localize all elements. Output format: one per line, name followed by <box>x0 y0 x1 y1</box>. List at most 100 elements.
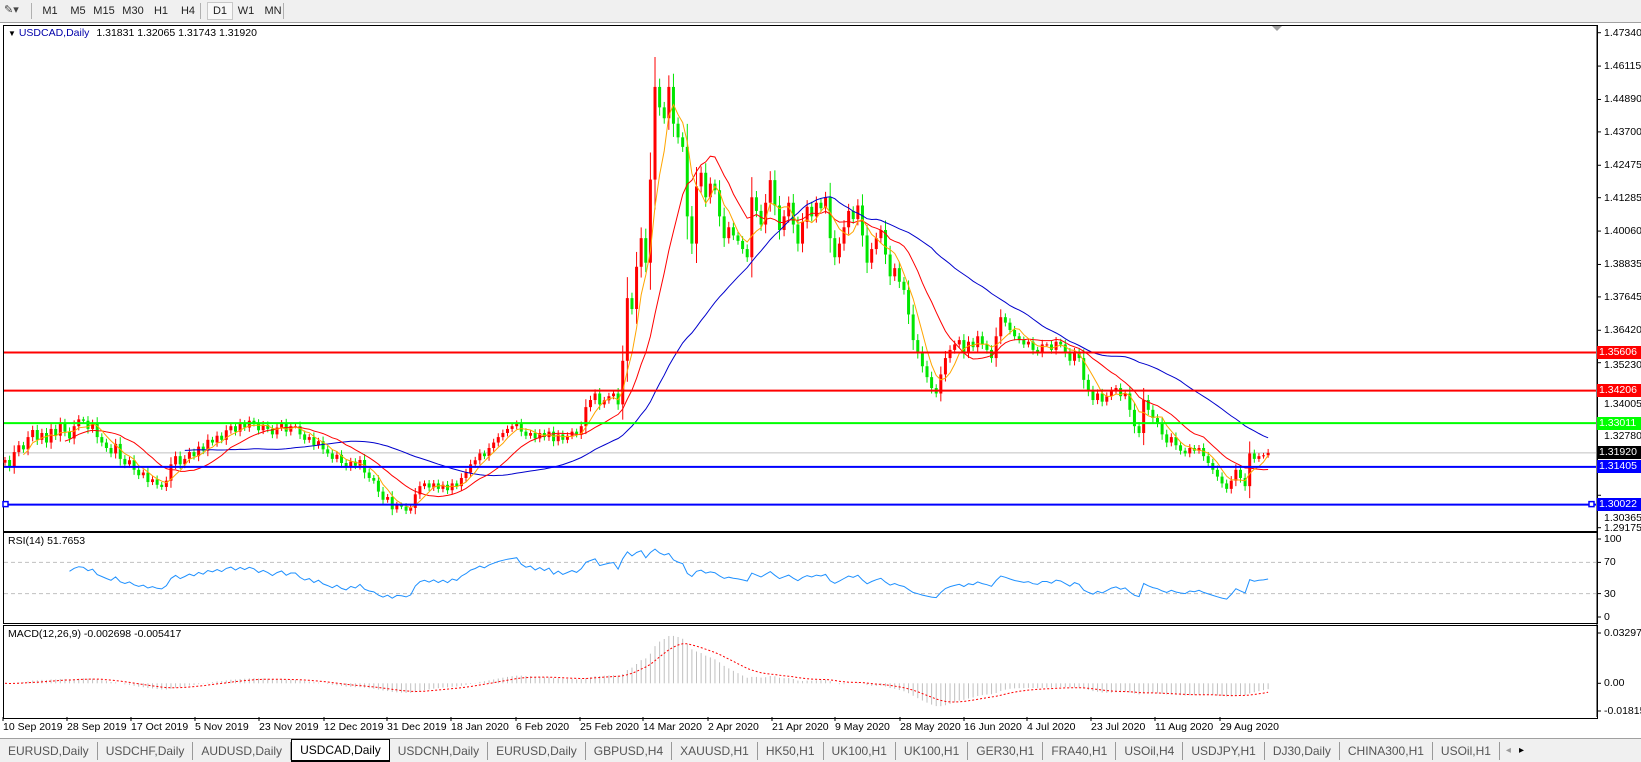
chart-tab[interactable]: UK100,H1 <box>824 741 896 760</box>
bear-candle <box>644 238 648 263</box>
bear-candle <box>916 340 920 353</box>
chart-tab[interactable]: DJ30,Daily <box>1265 741 1340 760</box>
bull-candle <box>141 472 145 476</box>
price-axis-label: 1.42475 <box>1604 159 1641 172</box>
chart-canvas[interactable] <box>0 0 1641 738</box>
bull-candle <box>870 249 874 263</box>
bear-candle <box>1003 317 1007 323</box>
bear-candle <box>828 197 832 239</box>
chart-tab[interactable]: HK50,H1 <box>758 741 824 760</box>
timeframe-button-m5[interactable]: M5 <box>70 5 86 17</box>
bull-candle <box>1188 447 1192 454</box>
bear-candle <box>925 366 929 378</box>
bull-candle <box>874 238 878 250</box>
moving-average-fast <box>23 103 1269 509</box>
chart-shift-marker-icon[interactable] <box>1272 26 1282 31</box>
macd-panel[interactable] <box>3 625 1598 719</box>
bull-candle <box>842 227 846 244</box>
price-axis-label: 1.41285 <box>1604 191 1641 204</box>
bull-candle <box>464 472 468 478</box>
bull-candle <box>358 459 362 466</box>
bear-candle <box>132 460 136 470</box>
bear-candle <box>266 424 270 429</box>
bear-candle <box>326 449 330 454</box>
chart-tab[interactable]: USOil,H4 <box>1116 741 1184 760</box>
bear-candle <box>662 107 666 119</box>
bull-candle <box>939 374 943 394</box>
bull-candle <box>787 202 791 217</box>
bear-candle <box>962 340 966 353</box>
bull-candle <box>607 396 611 401</box>
bear-candle <box>1137 426 1141 434</box>
bull-candle <box>635 266 639 310</box>
bear-candle <box>533 433 537 439</box>
timeframe-button-m15[interactable]: M15 <box>93 5 115 17</box>
bull-candle <box>1054 341 1058 350</box>
chart-tab[interactable]: GER30,H1 <box>968 741 1044 760</box>
chart-tab[interactable]: XAUUSD,H1 <box>672 741 758 760</box>
bull-candle <box>708 183 712 198</box>
bear-candle <box>427 483 431 488</box>
bear-candle <box>344 462 348 468</box>
tab-scroll-right-icon[interactable]: ▸ <box>1518 745 1524 756</box>
chart-tab[interactable]: USDCHF,Daily <box>98 741 194 760</box>
bear-candle <box>192 452 196 457</box>
bull-candle <box>91 423 95 429</box>
chart-tab[interactable]: FRA40,H1 <box>1043 741 1117 760</box>
price-level-tag[interactable]: 1.34206 <box>1597 384 1641 398</box>
line-tools-icon[interactable]: ✎▾ <box>4 4 19 16</box>
bull-candle <box>423 483 427 487</box>
bull-candle <box>639 238 643 267</box>
timeframe-button-h1[interactable]: H1 <box>153 5 169 17</box>
chart-tab[interactable]: EURUSD,Daily <box>0 741 98 760</box>
price-level-tag[interactable]: 1.30022 <box>1597 498 1641 512</box>
bull-candle <box>496 437 500 443</box>
bull-candle <box>31 430 35 438</box>
rsi-panel[interactable] <box>3 532 1598 624</box>
timeframe-button-w1[interactable]: W1 <box>237 5 255 17</box>
bear-candle <box>381 491 385 500</box>
timeframe-button-mn[interactable]: MN <box>264 5 282 17</box>
bear-candle <box>155 479 159 485</box>
chart-tab[interactable]: GBPUSD,H4 <box>586 741 673 760</box>
timeframe-button-h4[interactable]: H4 <box>180 5 196 17</box>
collapse-triangle-icon[interactable]: ▼ <box>8 29 16 38</box>
bear-candle <box>902 281 906 290</box>
time-axis-label: 2 Apr 2020 <box>708 721 759 733</box>
bull-candle <box>1026 341 1030 345</box>
chart-tab[interactable]: UK100,H1 <box>896 741 969 760</box>
bull-candle <box>450 483 454 491</box>
price-chart-panel[interactable] <box>3 25 1598 532</box>
bull-candle <box>1262 455 1266 457</box>
bear-candle <box>1063 344 1067 353</box>
bull-candle <box>653 86 657 180</box>
chart-tabs-bar: EURUSD,Daily USDCHF,Daily AUDUSD,Daily USDC… <box>0 738 1641 762</box>
bear-candle <box>118 443 122 459</box>
bull-candle <box>1229 480 1233 489</box>
bear-candle <box>676 123 680 138</box>
moving-average-slow <box>184 196 1269 477</box>
price-level-tag[interactable]: 1.35606 <box>1597 345 1641 359</box>
price-level-tag[interactable]: 1.33011 <box>1597 416 1641 430</box>
timeframe-button-m1[interactable]: M1 <box>42 5 58 17</box>
chart-tab[interactable]: USOil,H1 <box>1433 741 1500 760</box>
bear-candle <box>920 352 924 367</box>
bull-candle <box>1109 390 1113 397</box>
toolbar-separator <box>31 3 32 19</box>
bull-candle <box>957 340 961 345</box>
bear-candle <box>736 235 740 241</box>
chart-tab[interactable]: EURUSD,Daily <box>488 741 586 760</box>
time-axis-label: 12 Dec 2019 <box>324 721 384 733</box>
bull-candle <box>824 197 828 209</box>
bull-candle <box>58 423 62 436</box>
bull-candle <box>280 423 284 428</box>
tab-scroll-left-icon[interactable]: ◂ <box>1505 745 1511 756</box>
timeframe-button-m30[interactable]: M30 <box>122 5 144 17</box>
chart-tab[interactable]: USDCNH,Daily <box>390 741 489 760</box>
chart-tab[interactable]: CHINA300,H1 <box>1340 741 1433 760</box>
timeframe-button-d1[interactable]: D1 <box>207 2 233 20</box>
chart-tab[interactable]: USDJPY,H1 <box>1183 741 1265 760</box>
chart-tab[interactable]: USDCAD,Daily <box>291 739 390 762</box>
price-level-tag[interactable]: 1.31405 <box>1597 460 1641 474</box>
chart-tab[interactable]: AUDUSD,Daily <box>193 741 292 760</box>
